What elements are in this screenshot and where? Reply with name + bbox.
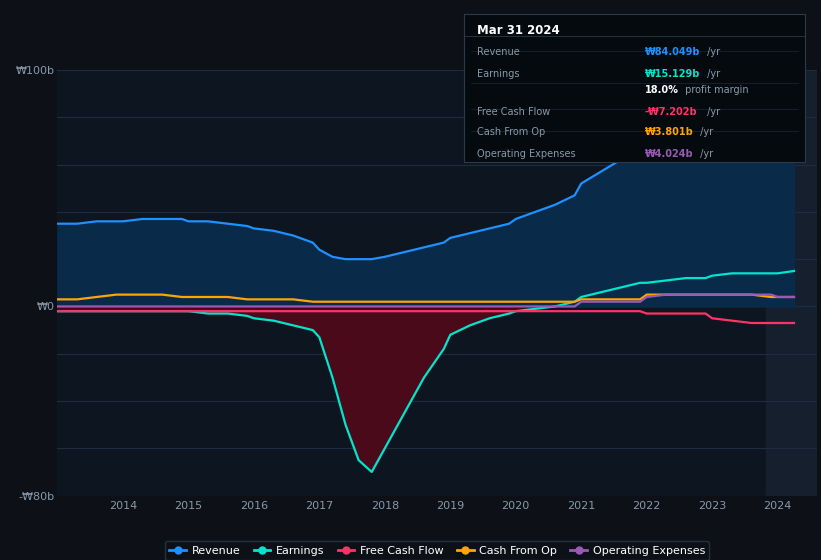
Text: ₩4.024b: ₩4.024b bbox=[644, 149, 693, 159]
Legend: Revenue, Earnings, Free Cash Flow, Cash From Op, Operating Expenses: Revenue, Earnings, Free Cash Flow, Cash … bbox=[165, 542, 709, 560]
Text: 18.0%: 18.0% bbox=[644, 85, 678, 95]
Text: ₩84.049b: ₩84.049b bbox=[644, 46, 700, 57]
Text: /yr: /yr bbox=[704, 108, 721, 118]
Text: profit margin: profit margin bbox=[682, 85, 749, 95]
Text: /yr: /yr bbox=[697, 149, 713, 159]
Text: Earnings: Earnings bbox=[478, 69, 520, 79]
Text: /yr: /yr bbox=[697, 127, 713, 137]
Text: Mar 31 2024: Mar 31 2024 bbox=[478, 25, 560, 38]
Text: ₩15.129b: ₩15.129b bbox=[644, 69, 699, 79]
Text: /yr: /yr bbox=[704, 69, 721, 79]
Text: Revenue: Revenue bbox=[478, 46, 521, 57]
Text: Operating Expenses: Operating Expenses bbox=[478, 149, 576, 159]
Text: -₩7.202b: -₩7.202b bbox=[644, 108, 697, 118]
Text: Cash From Op: Cash From Op bbox=[478, 127, 546, 137]
Text: ₩3.801b: ₩3.801b bbox=[644, 127, 693, 137]
Text: Free Cash Flow: Free Cash Flow bbox=[478, 108, 551, 118]
Bar bbox=[766, 70, 817, 496]
Text: /yr: /yr bbox=[704, 46, 721, 57]
